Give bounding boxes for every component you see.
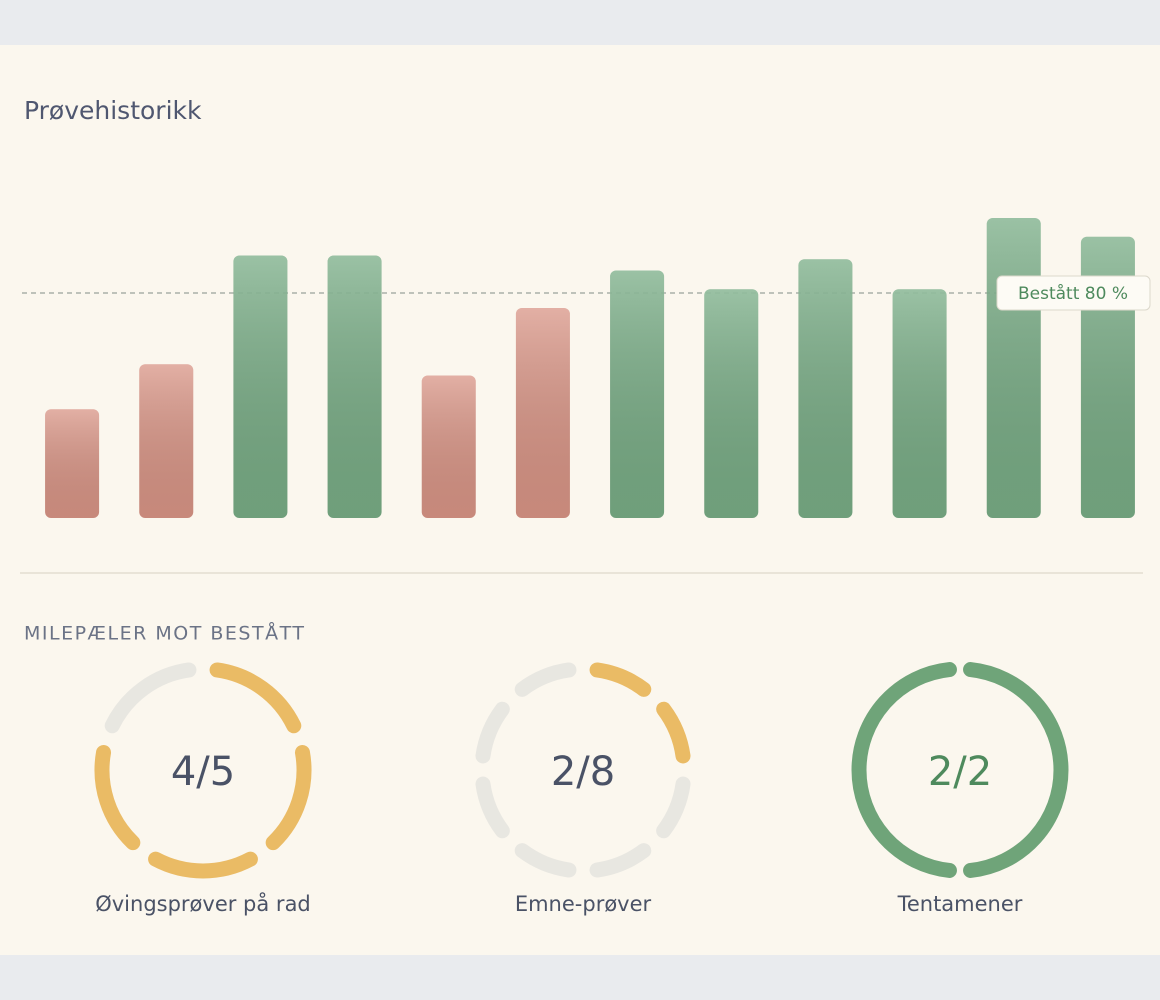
section-title: MILEPÆLER MOT BESTÅTT <box>24 622 305 645</box>
ring-segment-done <box>851 662 957 878</box>
ring-segment-done <box>963 662 1069 878</box>
ring-segment-done <box>94 744 141 851</box>
bar-shade <box>986 218 1041 518</box>
ring-value: 4/5 <box>171 749 235 795</box>
ring-segment-open <box>104 662 197 734</box>
threshold-label: Bestått 80 % <box>1018 283 1128 304</box>
bar-shade <box>45 409 100 518</box>
ring-segment-done <box>148 851 258 879</box>
bar-shade <box>421 375 476 518</box>
ring-segment-open <box>514 662 577 697</box>
ring-label: Øvingsprøver på rad <box>95 891 311 916</box>
ring-segment-open <box>514 843 577 878</box>
card <box>0 45 1160 955</box>
bar-shade <box>233 255 288 518</box>
ring-segment-done <box>589 662 652 697</box>
bar-shade <box>515 308 570 518</box>
bar-shade <box>610 270 665 518</box>
bar-shade <box>892 289 947 518</box>
ring-label: Tentamener <box>897 892 1023 916</box>
ring-segment-open <box>475 776 510 839</box>
bar-shade <box>139 364 194 518</box>
ring-value: 2/2 <box>928 749 992 795</box>
bar-shade <box>327 255 382 518</box>
ring-segment-open <box>589 843 652 878</box>
ring-segment-done <box>265 744 312 851</box>
ring-segment-done <box>656 701 691 764</box>
ring-segment-open <box>656 776 691 839</box>
bar-shade <box>704 289 759 518</box>
ring-segment-open <box>475 701 510 764</box>
threshold-badge <box>996 275 1151 311</box>
ring-segment-done <box>209 662 302 734</box>
card-title: Prøvehistorikk <box>24 96 202 125</box>
bar-shade <box>798 259 853 518</box>
ring-value: 2/8 <box>551 749 615 795</box>
ring-label: Emne-prøver <box>515 892 652 916</box>
